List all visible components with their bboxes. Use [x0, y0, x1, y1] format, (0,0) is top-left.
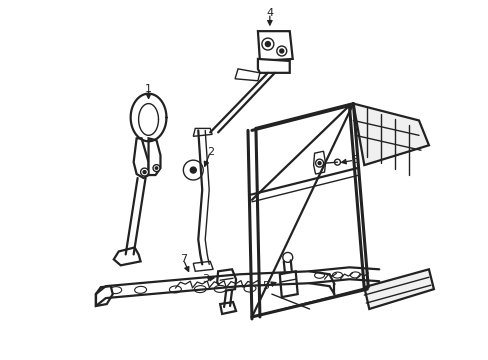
Circle shape [183, 160, 203, 180]
Polygon shape [279, 271, 297, 297]
Ellipse shape [244, 285, 255, 292]
Polygon shape [217, 269, 236, 291]
Ellipse shape [214, 285, 225, 292]
Text: 5: 5 [262, 281, 269, 291]
Circle shape [279, 49, 283, 53]
Polygon shape [257, 31, 292, 61]
Polygon shape [193, 261, 213, 271]
Text: 6: 6 [350, 155, 357, 165]
Text: 7: 7 [180, 255, 186, 264]
Circle shape [153, 165, 160, 172]
Circle shape [262, 38, 273, 50]
Text: 1: 1 [145, 84, 152, 94]
Polygon shape [193, 129, 212, 136]
Ellipse shape [314, 272, 324, 278]
Ellipse shape [169, 286, 181, 293]
Circle shape [317, 162, 321, 165]
Polygon shape [235, 69, 260, 81]
Polygon shape [353, 104, 428, 165]
Circle shape [155, 167, 157, 169]
Circle shape [265, 41, 270, 46]
Polygon shape [133, 138, 148, 178]
Text: 3: 3 [202, 274, 208, 284]
Polygon shape [313, 151, 325, 174]
Polygon shape [114, 247, 141, 265]
Ellipse shape [134, 286, 146, 293]
Circle shape [276, 46, 286, 56]
Polygon shape [96, 286, 113, 306]
Text: 2: 2 [206, 147, 213, 157]
Ellipse shape [332, 272, 342, 278]
Circle shape [143, 171, 146, 174]
Circle shape [315, 159, 323, 167]
Polygon shape [220, 302, 236, 314]
Circle shape [190, 167, 196, 173]
Circle shape [282, 252, 292, 262]
Polygon shape [257, 59, 289, 73]
Circle shape [141, 168, 148, 176]
Ellipse shape [350, 272, 360, 278]
Polygon shape [148, 138, 160, 175]
Text: 4: 4 [266, 8, 273, 18]
Ellipse shape [109, 287, 122, 294]
Ellipse shape [194, 285, 206, 293]
Circle shape [334, 159, 340, 165]
Polygon shape [364, 269, 433, 309]
